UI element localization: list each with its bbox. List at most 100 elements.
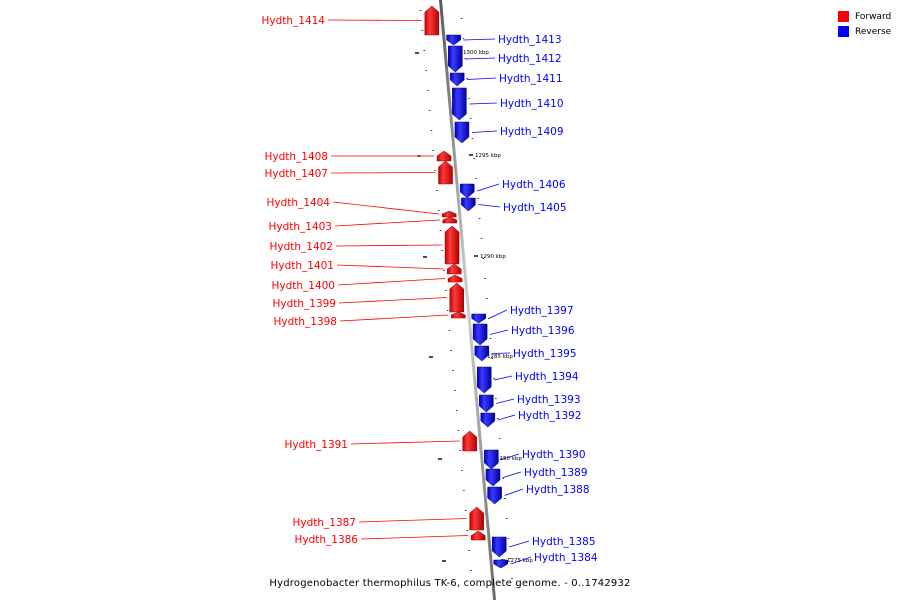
- gene-hydth-1402[interactable]: Hydth_1402: [269, 225, 460, 265]
- gene-label[interactable]: Hydth_1403: [268, 221, 332, 233]
- gene-label[interactable]: Hydth_1412: [498, 53, 562, 65]
- gene-arrow[interactable]: [472, 323, 488, 346]
- gene-label[interactable]: Hydth_1410: [500, 98, 564, 110]
- gene-arrow[interactable]: [438, 160, 453, 185]
- gene-arrow[interactable]: [436, 150, 452, 162]
- gene-hydth-1407[interactable]: Hydth_1407: [264, 160, 453, 185]
- gene-hydth-1387[interactable]: Hydth_1387: [292, 506, 484, 531]
- gene-label[interactable]: Hydth_1406: [502, 179, 566, 191]
- gene-label[interactable]: Hydth_1385: [532, 536, 596, 548]
- gene-label[interactable]: Hydth_1386: [294, 534, 358, 546]
- genome-backbone: [439, 0, 496, 600]
- gene-label[interactable]: Hydth_1400: [271, 280, 335, 292]
- gene-arrow[interactable]: [448, 45, 463, 73]
- gene-label[interactable]: Hydth_1389: [524, 467, 588, 479]
- gene-label[interactable]: Hydth_1401: [270, 260, 334, 272]
- gene-arrow[interactable]: [459, 183, 475, 199]
- gene-label[interactable]: Hydth_1388: [526, 484, 590, 496]
- gene-arrow[interactable]: [493, 559, 509, 569]
- gene-hydth-1413[interactable]: Hydth_1413: [446, 34, 562, 46]
- gene-hydth-1397[interactable]: Hydth_1397: [471, 305, 574, 324]
- gene-arrow[interactable]: [424, 5, 440, 36]
- gene-label[interactable]: Hydth_1404: [266, 197, 330, 209]
- gene-label[interactable]: Hydth_1384: [534, 552, 598, 564]
- backbone-dot: [461, 470, 463, 471]
- gene-arrow[interactable]: [485, 468, 501, 487]
- gene-hydth-1401[interactable]: Hydth_1401: [270, 260, 462, 275]
- gene-label[interactable]: Hydth_1395: [513, 348, 577, 360]
- gene-hydth-1388[interactable]: Hydth_1388: [487, 484, 590, 505]
- gene-arrow[interactable]: [480, 412, 496, 428]
- gene-hydth-1392[interactable]: Hydth_1392: [480, 410, 582, 428]
- gene-hydth-1394[interactable]: Hydth_1394: [476, 366, 579, 394]
- gene-hydth-1404[interactable]: Hydth_1404: [266, 197, 457, 218]
- gene-label[interactable]: Hydth_1402: [269, 241, 333, 253]
- gene-hydth-1409[interactable]: Hydth_1409: [454, 121, 564, 144]
- gene-label[interactable]: Hydth_1391: [284, 439, 348, 451]
- gene-hydth-1384[interactable]: Hydth_1384: [493, 552, 598, 569]
- gene-hydth-1390[interactable]: Hydth_1390: [484, 449, 586, 470]
- gene-label[interactable]: Hydth_1394: [515, 371, 579, 383]
- gene-arrow[interactable]: [474, 345, 490, 362]
- tick-label: 1280 kbp: [496, 456, 522, 462]
- gene-label[interactable]: Hydth_1390: [522, 449, 586, 461]
- gene-hydth-1396[interactable]: Hydth_1396: [472, 323, 575, 346]
- gene-label[interactable]: Hydth_1393: [517, 394, 581, 406]
- gene-arrow[interactable]: [449, 72, 465, 87]
- gene-arrow[interactable]: [451, 311, 466, 319]
- gene-label[interactable]: Hydth_1409: [500, 126, 564, 138]
- gene-arrow[interactable]: [484, 449, 499, 470]
- gene-label[interactable]: Hydth_1387: [292, 517, 356, 529]
- gene-label[interactable]: Hydth_1392: [518, 410, 582, 422]
- gene-hydth-1389[interactable]: Hydth_1389: [485, 467, 588, 487]
- gene-label[interactable]: Hydth_1413: [498, 34, 562, 46]
- gene-arrow[interactable]: [446, 34, 461, 46]
- gene-hydth-1414[interactable]: Hydth_1414: [261, 5, 440, 36]
- gene-hydth-1386[interactable]: Hydth_1386: [294, 530, 486, 546]
- gene-hydth-1411[interactable]: Hydth_1411: [449, 72, 563, 87]
- gene-arrow[interactable]: [476, 366, 492, 394]
- backbone-dot: [477, 198, 479, 199]
- gene-label[interactable]: Hydth_1414: [261, 15, 325, 27]
- gene-hydth-1410[interactable]: Hydth_1410: [452, 87, 564, 121]
- gene-hydth-1385[interactable]: Hydth_1385: [491, 536, 596, 558]
- gene-arrow[interactable]: [471, 313, 486, 324]
- gene-label[interactable]: Hydth_1399: [272, 298, 336, 310]
- gene-arrow[interactable]: [446, 263, 462, 275]
- gene-arrow[interactable]: [442, 210, 457, 218]
- gene-leader-line: [490, 329, 509, 335]
- gene-arrow[interactable]: [442, 216, 458, 224]
- gene-label[interactable]: Hydth_1411: [499, 73, 563, 85]
- gene-arrow[interactable]: [449, 282, 465, 313]
- gene-arrow[interactable]: [491, 536, 507, 558]
- gene-hydth-1406[interactable]: Hydth_1406: [459, 179, 566, 199]
- gene-label[interactable]: Hydth_1397: [510, 305, 574, 317]
- gene-hydth-1399[interactable]: Hydth_1399: [272, 282, 465, 313]
- gene-hydth-1395[interactable]: Hydth_1395: [474, 345, 577, 362]
- gene-hydth-1408[interactable]: Hydth_1408: [264, 150, 452, 163]
- gene-arrow[interactable]: [487, 486, 502, 505]
- gene-label[interactable]: Hydth_1407: [264, 168, 328, 180]
- gene-arrow[interactable]: [470, 530, 486, 541]
- gene-arrow[interactable]: [452, 87, 467, 121]
- gene-arrow[interactable]: [462, 430, 477, 452]
- gene-hydth-1412[interactable]: Hydth_1412: [448, 45, 562, 73]
- gene-hydth-1393[interactable]: Hydth_1393: [479, 394, 581, 413]
- gene-arrow[interactable]: [479, 394, 494, 413]
- gene-arrow[interactable]: [447, 274, 463, 283]
- gene-hydth-1403[interactable]: Hydth_1403: [268, 216, 458, 233]
- gene-hydth-1405[interactable]: Hydth_1405: [461, 197, 567, 214]
- gene-label[interactable]: Hydth_1405: [503, 202, 567, 214]
- gene-arrow[interactable]: [454, 121, 470, 144]
- gene-label[interactable]: Hydth_1408: [264, 151, 328, 163]
- gene-leader-line: [510, 556, 532, 565]
- backbone-dot: [445, 290, 447, 291]
- gene-hydth-1400[interactable]: Hydth_1400: [271, 274, 463, 292]
- gene-hydth-1398[interactable]: Hydth_1398: [273, 311, 466, 328]
- gene-label[interactable]: Hydth_1398: [273, 316, 337, 328]
- gene-label[interactable]: Hydth_1396: [511, 325, 575, 337]
- gene-hydth-1391[interactable]: Hydth_1391: [284, 430, 477, 452]
- gene-arrow[interactable]: [444, 225, 460, 265]
- gene-arrow[interactable]: [469, 506, 484, 531]
- gene-arrow[interactable]: [461, 197, 476, 212]
